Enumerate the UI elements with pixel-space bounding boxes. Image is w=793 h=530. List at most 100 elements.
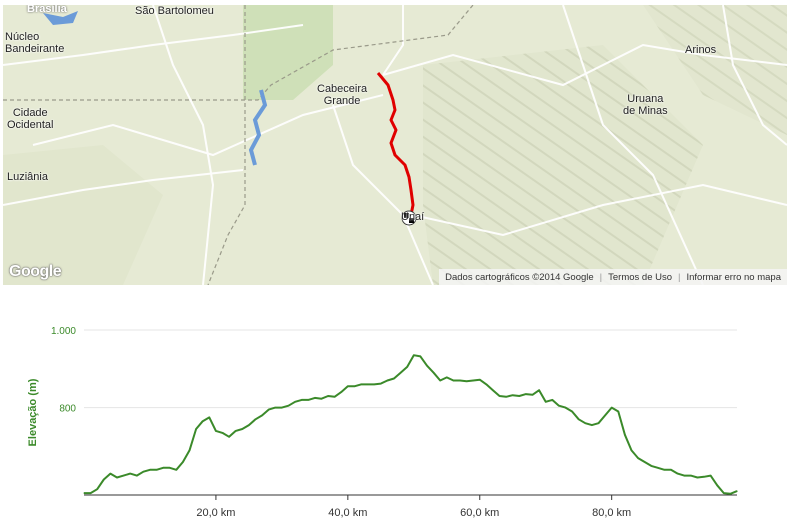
elevation-point — [274, 407, 276, 409]
elevation-point — [340, 391, 342, 393]
elevation-point — [89, 492, 92, 494]
elevation-point — [604, 414, 606, 417]
elevation-point — [261, 414, 263, 417]
elevation-point — [545, 401, 547, 403]
elevation-point — [367, 383, 369, 385]
elevation-point — [221, 432, 224, 434]
terrain-sw — [3, 145, 163, 285]
place-cidade-ocidental: Cidade Ocidental — [7, 107, 54, 131]
elevation-point — [294, 401, 296, 403]
elevation-point — [347, 385, 349, 387]
elevation-point — [122, 474, 125, 477]
elevation-point — [254, 418, 257, 420]
elevation-point — [406, 366, 408, 368]
place-cabeceira-grande: Cabeceira Grande — [317, 83, 368, 107]
elevation-point — [624, 434, 626, 436]
elevation-point — [142, 471, 144, 473]
elevation-point — [558, 405, 560, 407]
report-error-link[interactable]: Informar erro no mapa — [686, 271, 781, 283]
route-map[interactable]: Brasília São Bartolomeu Núcleo Bandeiran… — [3, 5, 787, 285]
elevation-point — [663, 469, 666, 471]
elevation-point — [301, 399, 303, 401]
place-nucleo-bandeirante: Núcleo Bandeirante — [5, 31, 65, 55]
elevation-point — [525, 393, 527, 395]
elevation-point — [182, 461, 184, 463]
elevation-point — [670, 469, 672, 471]
elevation-point — [677, 473, 679, 475]
elevation-point — [360, 383, 362, 385]
state-border — [3, 5, 474, 101]
elevation-point — [611, 407, 613, 409]
terrain-ridges — [423, 45, 703, 285]
elevation-point — [393, 377, 395, 380]
elevation-point — [103, 478, 105, 481]
place-luziania: Luziânia — [7, 171, 48, 183]
elevation-point — [465, 380, 468, 382]
elevation-point — [650, 465, 652, 467]
elevation-point — [241, 428, 243, 430]
y-tick-label: 1.000 — [51, 326, 76, 337]
elevation-point — [439, 379, 441, 382]
elevation-point — [736, 490, 738, 492]
elevation-chart[interactable]: 800 1.000 20,0 km 40,0 km 60,0 km 80,0 km Elev… — [0, 290, 793, 530]
elevation-point — [175, 469, 177, 471]
y-axis-label: Elevação (m) — [27, 378, 39, 446]
elevation-point — [716, 484, 718, 486]
elevation-point — [505, 396, 507, 398]
elevation-point — [155, 469, 158, 471]
map-tiles — [3, 5, 787, 285]
elevation-point — [710, 474, 712, 477]
x-tick-label: 80,0 km — [592, 507, 631, 519]
map-attribution-bar: Dados cartográficos ©2014 Google | Termo… — [439, 269, 787, 285]
elevation-point — [188, 449, 191, 451]
elevation-point — [591, 424, 593, 426]
elevation-point — [116, 476, 118, 479]
elevation-point — [149, 469, 151, 471]
elevation-point — [228, 436, 230, 438]
elevation-point — [268, 408, 270, 411]
road-network — [3, 5, 787, 285]
elevation-point — [96, 488, 98, 490]
elevation-point — [109, 473, 111, 475]
elevation-point — [597, 422, 600, 424]
elevation-point — [320, 398, 323, 400]
elevation-point — [373, 383, 375, 385]
elevation-point — [235, 430, 237, 432]
elevation-point — [380, 382, 382, 385]
place-arinos: Arinos — [685, 44, 717, 56]
elevation-point — [307, 399, 309, 401]
elevation-point — [472, 379, 474, 382]
elevation-point — [248, 424, 250, 426]
elevation-line — [84, 354, 738, 495]
elevation-point — [334, 396, 336, 398]
elevation-point — [314, 397, 316, 399]
elevation-point — [432, 372, 435, 374]
elevation-point — [202, 420, 204, 422]
elevation-point — [703, 476, 705, 478]
elevation-point — [637, 457, 639, 459]
finish-flag-icon[interactable] — [401, 210, 417, 226]
elevation-point — [195, 428, 197, 430]
elevation-point — [485, 383, 487, 385]
elevation-point — [571, 410, 573, 413]
elevation-point — [479, 379, 481, 381]
elevation-point — [446, 376, 448, 378]
elevation-point — [723, 492, 725, 494]
elevation-point — [215, 430, 217, 432]
route-line — [376, 72, 415, 216]
elevation-point — [518, 395, 520, 397]
elevation-point — [657, 467, 659, 469]
elevation-point — [83, 492, 85, 494]
elevation-point — [696, 476, 699, 479]
map-data-attribution: Dados cartográficos ©2014 Google — [445, 271, 594, 283]
elevation-point — [690, 474, 692, 477]
terms-link[interactable]: Termos de Uso — [608, 271, 673, 283]
place-brasilia: Brasília — [27, 5, 67, 15]
elevation-point — [492, 389, 494, 391]
elevation-point — [208, 416, 210, 418]
google-logo[interactable]: Google — [9, 263, 62, 280]
place-unai: Unaí — [401, 211, 425, 223]
elevation-point — [512, 394, 514, 396]
park-area — [243, 5, 333, 100]
elevation-point — [531, 394, 534, 396]
